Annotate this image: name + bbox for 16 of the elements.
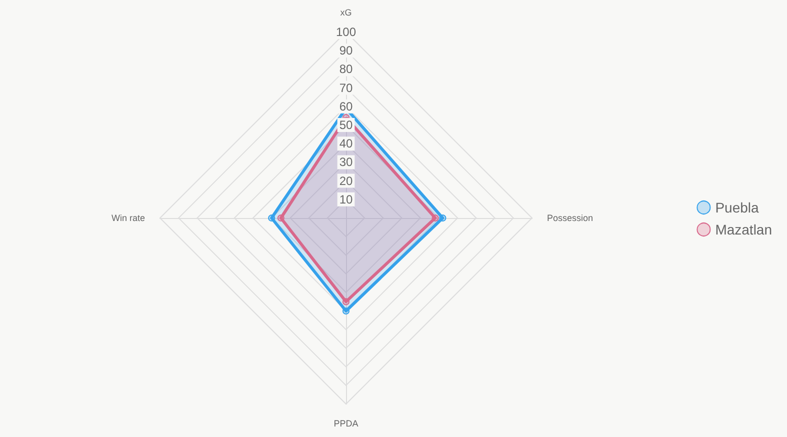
y-tick-label: 20 <box>339 174 353 188</box>
y-tick-label: 40 <box>339 136 353 151</box>
y-tick-label: 70 <box>339 80 353 95</box>
legend-label: Puebla <box>715 200 759 216</box>
y-tick-label: 50 <box>339 118 353 132</box>
y-tick-label: 80 <box>339 62 353 76</box>
legend-label: Mazatlan <box>715 222 772 238</box>
y-tick-label: 60 <box>339 99 353 114</box>
y-tick-label: 10 <box>339 192 353 206</box>
spoke-label: Possession <box>547 213 594 223</box>
spoke-label: Win rate <box>111 213 145 223</box>
y-tick-label: 90 <box>339 44 353 58</box>
y-tick-label: 30 <box>339 155 353 170</box>
y-tick-label: 100 <box>336 25 356 39</box>
spoke-label: PPDA <box>334 418 358 428</box>
spoke-label: xG <box>340 8 352 18</box>
